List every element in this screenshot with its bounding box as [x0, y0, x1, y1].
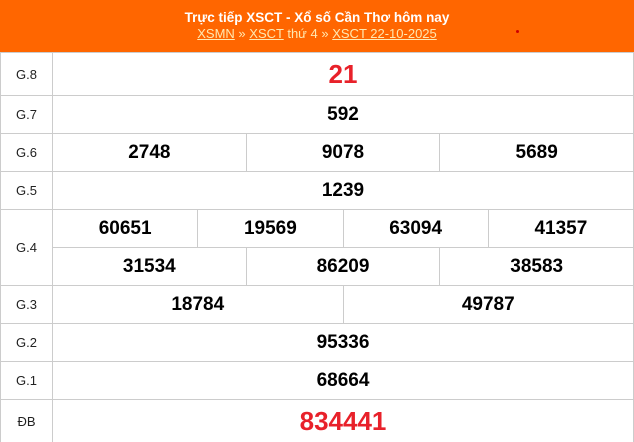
separator: »	[238, 26, 246, 41]
prize-number: 19569	[197, 210, 342, 247]
prize-number: 38583	[439, 248, 633, 285]
prize-number: 9078	[245, 134, 440, 171]
prize-row-g3: G.3 18784 49787	[0, 285, 634, 324]
prize-number: 1239	[52, 171, 634, 210]
results-header: Trực tiếp XSCT - Xổ số Cần Thơ hôm nay X…	[0, 0, 634, 52]
results-table: G.8 21 G.7 592 G.6 2748 9078 5689 G.5 1239 G.4…	[0, 52, 634, 442]
prize-label: G.8	[0, 52, 53, 96]
prize-row-special: ĐB 834441	[0, 399, 634, 442]
prize-number: 95336	[52, 323, 634, 362]
prize-number: 31534	[122, 255, 176, 277]
prize-number: 49787	[342, 286, 634, 323]
prize-row-g4: G.4 60651 19569 63094 41357	[0, 209, 634, 286]
prize-number: 41357	[487, 210, 633, 247]
prize-label: G.4	[0, 209, 53, 286]
prize-row-g8: G.8 21	[0, 52, 634, 96]
prize-label: G.1	[0, 361, 53, 400]
special-prize-number: 834441	[52, 399, 634, 442]
prize-number: 5689	[439, 134, 633, 171]
prize-number: 21	[52, 52, 634, 96]
weekday: thứ 4	[287, 26, 318, 41]
prize-label: G.7	[0, 95, 53, 134]
link-xsct[interactable]: XSCT	[249, 26, 284, 41]
prize-row-g7: G.7 592	[0, 95, 634, 134]
prize-row-g5: G.5 1239	[0, 171, 634, 210]
prize-number: 18784	[171, 293, 225, 315]
prize-label: G.3	[0, 285, 53, 324]
page-title: Trực tiếp XSCT - Xổ số Cần Thơ hôm nay	[184, 10, 450, 25]
prize-row-g6: G.6 2748 9078 5689	[0, 133, 634, 172]
separator: »	[321, 26, 329, 41]
prize-row-g4-b: 31534 86209 38583	[1, 247, 634, 286]
red-dot-mark	[516, 30, 519, 33]
prize-label: G.6	[0, 133, 53, 172]
prize-number: 60651	[98, 217, 152, 239]
prize-label: ĐB	[0, 399, 53, 442]
prize-number: 2748	[128, 141, 171, 163]
prize-number: 592	[52, 95, 634, 134]
prize-row-g2: G.2 95336	[0, 323, 634, 362]
link-xsmn[interactable]: XSMN	[197, 26, 235, 41]
prize-row-g1: G.1 68664	[0, 361, 634, 400]
prize-label: G.5	[0, 171, 53, 210]
prize-number: 68664	[52, 361, 634, 400]
prize-number: 86209	[245, 248, 440, 285]
breadcrumb: XSMN » XSCT thứ 4 » XSCT 22-10-2025	[0, 26, 634, 42]
link-xsct-date[interactable]: XSCT 22-10-2025	[332, 26, 437, 41]
prize-label: G.2	[0, 323, 53, 362]
prize-number: 63094	[342, 210, 488, 247]
